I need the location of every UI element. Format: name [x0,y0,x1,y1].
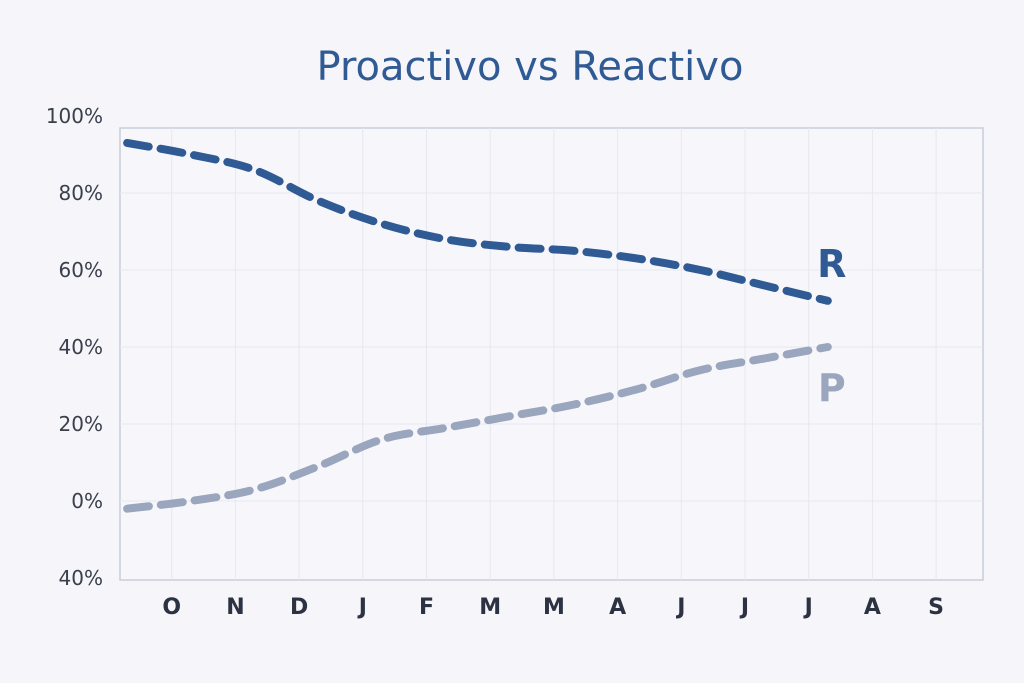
x-tick-label: S [928,595,944,620]
series-label-r: R [817,242,846,286]
y-tick-label: 80% [59,181,103,205]
series-line-r [123,138,832,305]
y-tick-label: 20% [59,412,103,436]
x-tick-label: A [864,595,881,620]
x-tick-label: F [419,595,434,620]
x-tick-label: J [739,595,749,620]
x-tick-label: A [609,595,626,620]
series-labels: RP [817,242,846,410]
x-tick-label: N [226,595,244,620]
gridlines [120,128,983,580]
y-tick-label: 0% [71,489,103,513]
y-axis: 100% 80% 60% 40% 20% 0% 40% [46,104,103,590]
x-tick-label: J [803,595,813,620]
y-tick-label: 40% [59,566,103,590]
x-tick-label: M [543,595,565,620]
y-tick-label: 40% [59,335,103,359]
series-label-p: P [818,366,846,410]
x-tick-label: D [290,595,308,620]
chart-title: Proactivo vs Reactivo [317,44,744,90]
y-tick-label: 100% [46,104,103,128]
series-line-p [123,343,832,513]
x-tick-label: M [479,595,501,620]
x-tick-label: O [162,595,181,620]
series [123,138,832,513]
plot-area [119,127,984,581]
x-tick-label: J [357,595,367,620]
x-tick-label: J [675,595,685,620]
y-tick-label: 60% [59,258,103,282]
